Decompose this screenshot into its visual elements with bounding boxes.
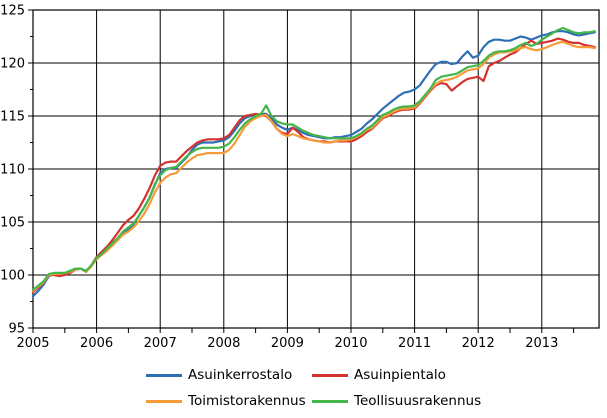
x-tick-label: 2008 (207, 336, 240, 351)
x-tick-label: 2013 (525, 336, 558, 351)
toimistorakennus-line-swatch (146, 399, 182, 403)
x-tick-label: 2011 (398, 336, 431, 351)
y-tick-label: 95 (8, 322, 25, 337)
x-tick-label: 2006 (80, 336, 113, 351)
legend-item-asuinkerrostalo: Asuinkerrostalo (146, 366, 306, 384)
y-tick-label: 120 (0, 57, 25, 72)
index-line-chart: 95 100 105 110 115 120 125 2005 2006 2007 2008 2009… (0, 4, 600, 351)
x-tick-label: 2009 (271, 336, 304, 351)
chart-legend: Asuinkerrostalo Toimistorakennus Asuinpi… (0, 366, 607, 416)
plot-border (32, 9, 600, 329)
y-tick-label: 105 (0, 216, 25, 231)
legend-item-asuinpientalo: Asuinpientalo (312, 366, 481, 384)
axes: 95 100 105 110 115 120 125 2005 2006 2007 2008 2009… (0, 4, 575, 351)
legend-item-teollisuusrakennus: Teollisuusrakennus (312, 392, 481, 410)
legend-column-left: Asuinkerrostalo Toimistorakennus (146, 366, 306, 418)
series-line-asuinkerrostalo (31, 30, 596, 298)
asuinpientalo-line-swatch (312, 373, 348, 377)
x-tick-label: 2010 (334, 336, 367, 351)
y-tick-label: 100 (0, 269, 25, 284)
x-tick-label: 2005 (16, 336, 49, 351)
teollisuusrakennus-line-swatch (312, 399, 348, 403)
legend-label-teollisuusrakennus: Teollisuusrakennus (354, 393, 482, 409)
y-tick-label: 125 (0, 4, 25, 19)
x-tick-label: 2012 (462, 336, 495, 351)
legend-label-toimistorakennus: Toimistorakennus (188, 393, 306, 409)
x-tick-label: 2007 (144, 336, 177, 351)
legend-column-right: Asuinpientalo Teollisuusrakennus (312, 366, 481, 418)
grid-lines (33, 10, 600, 328)
y-tick-label: 110 (0, 163, 25, 178)
y-tick-label: 115 (0, 110, 25, 125)
series-line-teollisuusrakennus (31, 26, 596, 291)
series-line-asuinpientalo (31, 37, 596, 294)
legend-label-asuinpientalo: Asuinpientalo (354, 367, 446, 383)
series-line-toimistorakennus (31, 40, 596, 292)
legend-item-toimistorakennus: Toimistorakennus (146, 392, 306, 410)
legend-label-asuinkerrostalo: Asuinkerrostalo (188, 367, 293, 383)
asuinkerrostalo-line-swatch (146, 373, 182, 377)
